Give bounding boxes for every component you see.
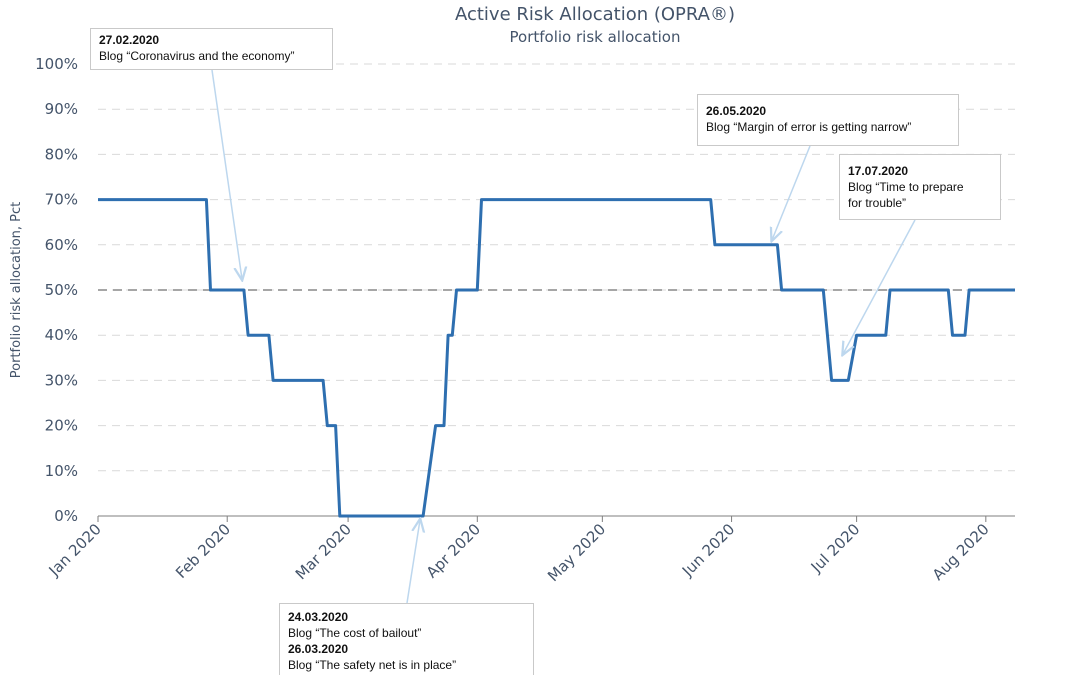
- x-tick-label: Jan 2020: [45, 520, 105, 580]
- y-tick-label: 90%: [45, 100, 78, 118]
- annotation-arrow: [772, 145, 811, 240]
- x-tick-label: Apr 2020: [423, 520, 484, 581]
- annotation-arrow: [211, 69, 242, 279]
- annotation-text-2: Blog “The safety net is in place”: [288, 658, 457, 672]
- annotation-date: 26.05.2020: [706, 104, 767, 118]
- annotation-date: 24.03.2020: [288, 610, 349, 624]
- annotation-arrow: [406, 520, 420, 604]
- x-tick-label: Mar 2020: [292, 520, 355, 583]
- series-line: [98, 198, 1015, 518]
- annotation-margin-of-error: 26.05.2020 Blog “Margin of error is gett…: [697, 94, 959, 146]
- annotation-date-2: 26.03.2020: [288, 642, 349, 656]
- annotation-text: Blog “The cost of bailout”: [288, 626, 422, 640]
- y-tick-label: 100%: [35, 55, 78, 73]
- y-axis-label: Portfolio risk allocation, Pct: [9, 202, 24, 379]
- x-tick-label: Aug 2020: [929, 520, 993, 584]
- chart-title: Active Risk Allocation (OPRA®): [455, 4, 735, 25]
- annotation-date: 27.02.2020: [99, 33, 160, 47]
- y-tick-label: 50%: [45, 281, 78, 299]
- y-tick-label: 60%: [45, 236, 78, 254]
- annotation-text: Blog “Time to prepare for trouble”: [848, 180, 964, 210]
- y-tick-label: 10%: [45, 462, 78, 480]
- annotation-text: Blog “Margin of error is getting narrow”: [706, 120, 912, 134]
- annotation-time-to-prepare: 17.07.2020 Blog “Time to prepare for tro…: [839, 154, 1001, 220]
- x-tick-label: Jul 2020: [807, 520, 864, 577]
- y-tick-label: 0%: [54, 507, 78, 525]
- y-tick-label: 40%: [45, 326, 78, 344]
- annotation-date: 17.07.2020: [848, 164, 909, 178]
- y-tick-label: 80%: [45, 145, 78, 163]
- annotation-arrow: [843, 219, 916, 354]
- chart-subtitle: Portfolio risk allocation: [510, 28, 681, 46]
- annotation-bailout: 24.03.2020 Blog “The cost of bailout” 26…: [279, 603, 534, 675]
- x-tick-label: Jun 2020: [678, 520, 738, 580]
- annotation-coronavirus: 27.02.2020 Blog “Coronavirus and the eco…: [90, 28, 333, 70]
- y-tick-label: 30%: [45, 371, 78, 389]
- annotation-text: Blog “Coronavirus and the economy”: [99, 49, 295, 63]
- x-tick-label: Feb 2020: [172, 520, 234, 582]
- y-tick-label: 70%: [45, 191, 78, 209]
- x-tick-label: May 2020: [544, 520, 609, 585]
- y-tick-label: 20%: [45, 417, 78, 435]
